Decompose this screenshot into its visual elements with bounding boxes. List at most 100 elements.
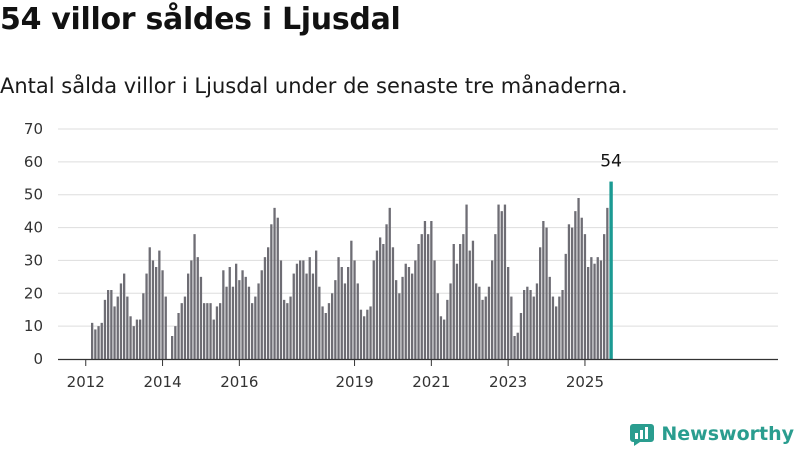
bar <box>577 198 580 359</box>
bar <box>241 270 244 359</box>
bar <box>372 260 375 359</box>
bar <box>561 290 564 359</box>
bar <box>334 280 337 359</box>
bar <box>196 257 199 359</box>
bar <box>580 217 583 359</box>
bar <box>279 260 283 359</box>
bar <box>343 283 347 359</box>
bar <box>94 329 97 359</box>
y-tick-label: 60 <box>24 153 43 171</box>
bar <box>238 280 241 359</box>
bar <box>484 296 487 359</box>
bar <box>148 247 151 359</box>
bar <box>129 316 132 359</box>
bar <box>145 273 148 359</box>
bar <box>443 319 446 359</box>
bar <box>494 234 497 359</box>
y-tick-label: 40 <box>24 219 43 237</box>
highlight-bar <box>609 181 613 359</box>
y-tick-label: 20 <box>24 284 43 302</box>
bar <box>161 270 164 359</box>
bar <box>139 319 142 359</box>
bar <box>382 244 385 359</box>
bar <box>519 313 523 359</box>
bar <box>244 276 247 359</box>
bar <box>603 234 606 359</box>
bar <box>558 296 561 359</box>
bar <box>388 207 391 359</box>
brand[interactable]: Newsworthy <box>629 419 794 449</box>
bar <box>366 309 369 359</box>
bar <box>321 306 324 359</box>
bar <box>107 290 110 359</box>
bar <box>369 306 372 359</box>
bar <box>481 299 484 359</box>
bar <box>251 303 254 359</box>
bar <box>187 273 190 359</box>
bar <box>225 286 228 359</box>
bar <box>379 237 382 359</box>
bar <box>222 270 225 359</box>
bar <box>468 250 471 359</box>
bar <box>267 247 270 359</box>
bar <box>404 263 407 359</box>
bar <box>363 316 366 359</box>
y-tick-label: 50 <box>24 186 43 204</box>
bar <box>359 309 363 359</box>
bar <box>571 227 574 359</box>
bar <box>164 296 167 359</box>
y-tick-label: 70 <box>24 120 43 138</box>
bar <box>478 286 481 359</box>
bar <box>436 293 439 359</box>
bar <box>507 267 510 359</box>
bar <box>135 319 139 359</box>
bar <box>327 303 331 359</box>
bar <box>465 204 468 359</box>
bar <box>606 207 609 359</box>
bar <box>475 283 478 359</box>
bar <box>414 260 417 359</box>
bar <box>529 290 532 359</box>
bar <box>567 224 571 359</box>
bar <box>497 204 500 359</box>
bar <box>295 263 299 359</box>
bar <box>183 296 187 359</box>
bar <box>356 283 359 359</box>
bar <box>286 303 289 359</box>
bar <box>423 221 427 359</box>
y-tick-label: 0 <box>33 350 43 368</box>
bar <box>174 326 177 359</box>
bar <box>446 299 449 359</box>
bar <box>503 204 507 359</box>
bar <box>215 306 219 359</box>
bar <box>276 217 279 359</box>
bar <box>151 260 155 359</box>
bar <box>209 303 212 359</box>
bar <box>398 293 401 359</box>
chart-subtitle: Antal sålda villor i Ljusdal under de se… <box>0 74 628 98</box>
bar <box>97 326 100 359</box>
bar <box>532 296 535 359</box>
bar <box>318 286 321 359</box>
y-tick-label: 30 <box>24 251 43 269</box>
bar <box>407 267 411 359</box>
bar <box>305 273 308 359</box>
bar <box>110 290 113 359</box>
newsworthy-logo-icon <box>630 424 655 446</box>
bar <box>171 336 174 359</box>
bar <box>427 234 430 359</box>
bar <box>516 332 519 359</box>
bar <box>411 273 414 359</box>
bar <box>257 283 260 359</box>
bar <box>430 221 433 359</box>
bar <box>126 296 129 359</box>
labels: 0 10 20 30 40 50 60 70 54 2012 2014 2016 2019 2021 202… <box>24 120 622 391</box>
bar <box>395 280 398 359</box>
bar <box>292 273 295 359</box>
bar <box>548 276 551 359</box>
bar <box>100 322 103 359</box>
bar <box>449 283 452 359</box>
bar <box>487 286 491 359</box>
bar <box>593 263 596 359</box>
bar <box>247 286 251 359</box>
